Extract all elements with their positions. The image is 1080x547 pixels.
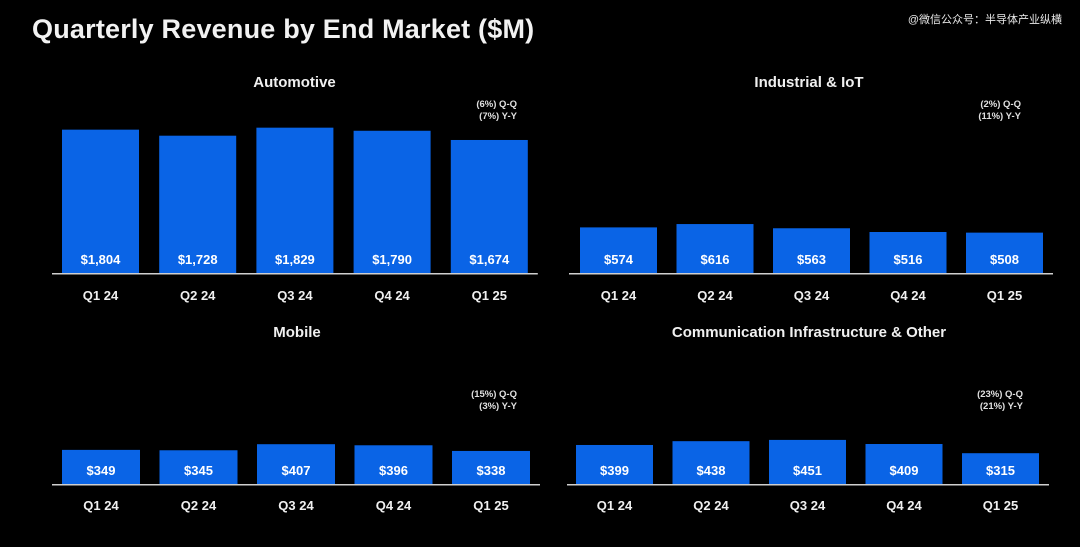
bar-value-label: $338 — [477, 463, 506, 478]
bar-value-label: $574 — [604, 252, 634, 267]
change-note: (2%) Q-Q (11%) Y-Y — [978, 99, 1021, 123]
bar-q1-25 — [966, 232, 1043, 273]
x-tick-label: Q2 24 — [181, 498, 217, 513]
x-tick-label: Q1 25 — [473, 498, 508, 513]
bar-value-label: $1,790 — [372, 252, 412, 267]
bar-value-label: $345 — [184, 463, 213, 478]
qq-change: (2%) Q-Q — [980, 99, 1021, 110]
watermark: @微信公众号：半导体产业纵横 — [907, 14, 1062, 26]
bar-chart-svg: $1,804 Q1 24 $1,728 Q2 24 $1,829 Q3 24 $1,790 Q… — [52, 127, 538, 303]
bar-value-label: $349 — [87, 463, 116, 478]
bar-q2-24 — [159, 135, 237, 273]
bar-value-label: $1,674 — [469, 252, 510, 267]
bar-q2-24 — [672, 441, 750, 484]
x-tick-label: Q2 24 — [697, 288, 733, 303]
x-tick-label: Q1 25 — [987, 288, 1022, 303]
x-tick-label: Q3 24 — [790, 498, 826, 513]
automotive-chart-panel: Automotive (6%) Q-Q (7%) Y-Y $1,804 Q1 24… — [52, 70, 538, 310]
bar-q1-24 — [576, 444, 653, 484]
bar-value-label: $438 — [697, 463, 726, 478]
bar-chart-svg: $574 Q1 24 $616 Q2 24 $563 Q3 24 $516 Q4 24 $508… — [569, 224, 1053, 303]
bar-q1-24 — [580, 227, 657, 273]
bar-q4-24 — [865, 444, 943, 484]
yy-change: (7%) Y-Y — [479, 111, 517, 122]
bar-q3-24 — [773, 228, 850, 273]
bar-q2-24 — [159, 450, 238, 484]
bar-value-label: $399 — [600, 463, 629, 478]
change-note: (15%) Q-Q (3%) Y-Y — [471, 389, 517, 413]
bar-q4-24 — [353, 130, 431, 273]
change-note: (23%) Q-Q (21%) Y-Y — [977, 389, 1023, 413]
x-tick-label: Q4 24 — [886, 498, 922, 513]
bar-q4-24 — [354, 445, 433, 484]
yy-change: (3%) Y-Y — [479, 401, 517, 412]
bar-q1-25 — [452, 450, 530, 484]
x-tick-label: Q3 24 — [794, 288, 830, 303]
mobile-chart-panel: Mobile (15%) Q-Q (3%) Y-Y $349 Q1 24 $345 Q… — [52, 320, 542, 530]
qq-change: (15%) Q-Q — [471, 389, 517, 400]
x-tick-label: Q4 24 — [376, 498, 412, 513]
x-tick-label: Q1 24 — [83, 498, 119, 513]
qq-change: (6%) Q-Q — [476, 99, 517, 110]
x-tick-label: Q3 24 — [278, 498, 314, 513]
x-tick-label: Q1 24 — [597, 498, 633, 513]
chart-title: Automotive — [253, 74, 336, 91]
x-tick-label: Q2 24 — [693, 498, 729, 513]
bar-value-label: $1,728 — [178, 252, 218, 267]
change-note: (6%) Q-Q (7%) Y-Y — [476, 99, 517, 123]
page-title: Quarterly Revenue by End Market ($M) — [32, 14, 535, 44]
bar-q4-24 — [869, 231, 947, 273]
bar-q1-25 — [450, 139, 528, 273]
bar-value-label: $315 — [986, 463, 1015, 478]
x-tick-label: Q1 24 — [83, 288, 119, 303]
x-tick-label: Q3 24 — [277, 288, 313, 303]
x-tick-label: Q4 24 — [374, 288, 410, 303]
x-tick-label: Q2 24 — [180, 288, 216, 303]
yy-change: (11%) Y-Y — [978, 111, 1021, 122]
bar-value-label: $1,829 — [275, 252, 315, 267]
bar-value-label: $407 — [282, 463, 311, 478]
bar-q1-25 — [962, 453, 1039, 484]
communication-infrastructure-chart-panel: Communication Infrastructure & Other (23… — [567, 320, 1051, 530]
bar-value-label: $451 — [793, 463, 822, 478]
x-tick-label: Q1 25 — [472, 288, 507, 303]
x-tick-label: Q1 24 — [601, 288, 637, 303]
bar-value-label: $616 — [701, 252, 730, 267]
bar-value-label: $409 — [890, 463, 919, 478]
bar-chart-svg: $349 Q1 24 $345 Q2 24 $407 Q3 24 $396 Q4 24 $338… — [52, 444, 540, 513]
bar-q3-24 — [257, 444, 335, 484]
bar-q1-24 — [62, 129, 139, 273]
x-tick-label: Q1 25 — [983, 498, 1018, 513]
bar-value-label: $563 — [797, 252, 826, 267]
bar-chart-svg: $399 Q1 24 $438 Q2 24 $451 Q3 24 $409 Q4 24 $315… — [567, 439, 1049, 513]
bar-q3-24 — [256, 127, 334, 274]
x-tick-label: Q4 24 — [890, 288, 926, 303]
bar-value-label: $1,804 — [81, 252, 122, 267]
yy-change: (21%) Y-Y — [979, 401, 1023, 412]
chart-title: Industrial & IoT — [754, 74, 864, 91]
bar-q2-24 — [676, 224, 754, 273]
chart-title: Mobile — [273, 324, 321, 341]
bar-q3-24 — [769, 439, 846, 484]
industrial-iot-chart-panel: Industrial & IoT (2%) Q-Q (11%) Y-Y $574… — [569, 70, 1053, 310]
bar-value-label: $516 — [894, 252, 923, 267]
bar-value-label: $508 — [990, 252, 1019, 267]
chart-title: Communication Infrastructure & Other — [671, 324, 947, 341]
bar-q1-24 — [62, 449, 140, 484]
qq-change: (23%) Q-Q — [977, 389, 1023, 400]
bar-value-label: $396 — [379, 463, 408, 478]
